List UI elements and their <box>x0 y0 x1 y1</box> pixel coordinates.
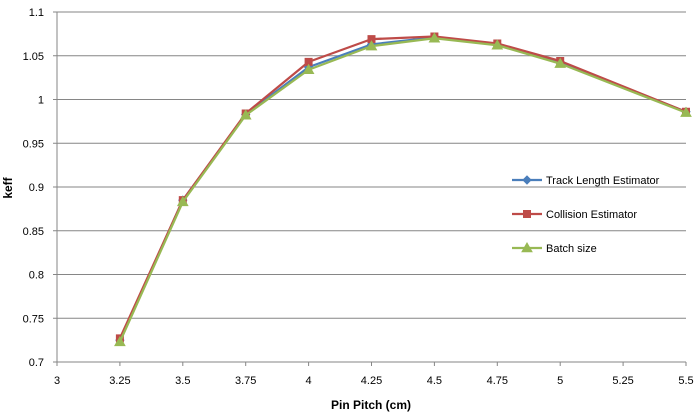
y-tick-label: 1 <box>38 95 44 107</box>
y-axis-title: keff <box>1 176 15 198</box>
x-tick-label: 5 <box>557 375 563 387</box>
data-point <box>365 40 378 51</box>
legend-label: Batch size <box>546 243 597 255</box>
gridlines <box>57 11 686 319</box>
data-point <box>428 32 441 43</box>
legend-label: Track Length Estimator <box>546 175 660 187</box>
x-tick-label: 3.75 <box>235 375 256 387</box>
data-point <box>680 106 692 117</box>
data-point <box>114 335 126 347</box>
legend-item: Collision Estimator <box>512 209 637 221</box>
x-axis-title: Pin Pitch (cm) <box>331 398 411 412</box>
x-tick-label: 3 <box>54 375 60 387</box>
legend-marker <box>523 210 531 218</box>
data-point <box>302 63 315 74</box>
x-tick-label: 5.5 <box>678 375 693 387</box>
x-tick-label: 3.5 <box>175 375 190 387</box>
legend-item: Batch size <box>512 241 597 255</box>
x-tick-label: 4.75 <box>487 375 508 387</box>
y-tick-label: 1.05 <box>23 51 44 63</box>
y-tick-label: 0.95 <box>23 138 44 150</box>
x-tick-label: 5.25 <box>612 375 633 387</box>
legend-item: Track Length Estimator <box>512 175 660 187</box>
y-tick-label: 0.85 <box>23 226 44 238</box>
y-tick-label: 0.8 <box>29 270 44 282</box>
data-point <box>176 195 189 207</box>
x-tick-label: 4.5 <box>427 375 442 387</box>
data-point <box>554 57 567 68</box>
y-tick-label: 0.75 <box>23 313 44 325</box>
legend: Track Length Estimator Collision Estimato… <box>512 175 660 255</box>
y-tick-label: 0.7 <box>29 357 44 369</box>
legend-label: Collision Estimator <box>546 209 637 221</box>
data-point <box>239 109 252 120</box>
x-tick-label: 4.25 <box>361 375 382 387</box>
series-line <box>118 37 687 343</box>
y-axis-ticks: 0.7 0.75 0.8 0.85 0.9 0.95 1 1.05 1.1 <box>23 7 57 369</box>
series-line <box>118 36 687 341</box>
legend-marker <box>521 241 533 253</box>
x-axis-ticks: 3 3.25 3.5 3.75 4 4.25 4.5 4.75 5 5.25 5.5 <box>54 362 694 387</box>
x-tick-label: 4 <box>306 375 312 387</box>
series-group <box>114 32 692 347</box>
data-point <box>491 39 504 50</box>
y-tick-label: 1.1 <box>29 7 44 19</box>
y-tick-label: 0.9 <box>29 182 44 194</box>
x-tick-label: 3.25 <box>109 375 130 387</box>
legend-marker <box>522 175 532 185</box>
series-3 <box>114 32 692 347</box>
